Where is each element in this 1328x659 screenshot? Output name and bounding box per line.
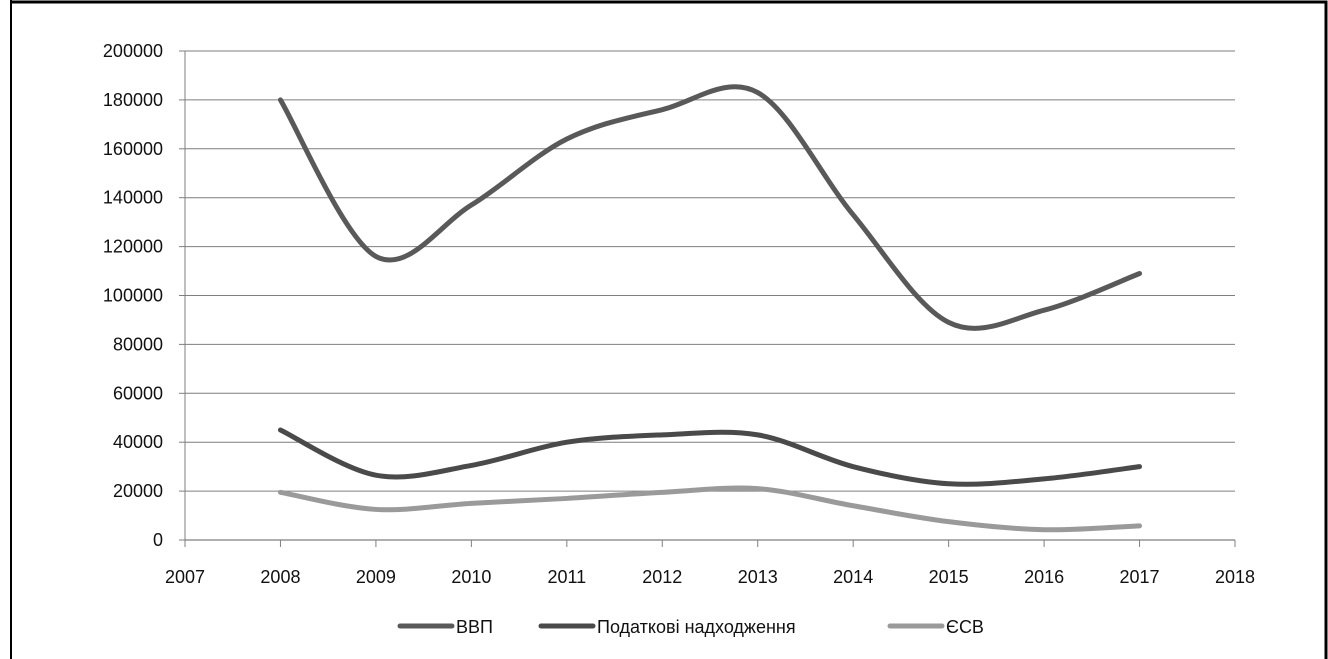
y-tick-label: 180000 — [103, 90, 163, 110]
x-tick-label: 2007 — [165, 567, 205, 587]
series-line-1 — [277, 84, 1143, 331]
x-tick-label: 2008 — [260, 567, 300, 587]
legend: ВВП Податкові надходження ЄСВ — [397, 617, 984, 637]
x-tick-label: 2013 — [738, 567, 778, 587]
x-tick-label: 2017 — [1120, 567, 1160, 587]
series-line-2 — [277, 427, 1143, 487]
legend-label-2: Податкові надходження — [597, 617, 796, 637]
x-tick-label: 2012 — [642, 567, 682, 587]
series-line-3 — [277, 485, 1143, 533]
x-tick-label: 2009 — [356, 567, 396, 587]
y-tick-label: 40000 — [113, 432, 163, 452]
y-tick-label: 60000 — [113, 383, 163, 403]
y-tick-labels: 0 20000 40000 60000 80000 100000 120000 140000 1… — [103, 41, 163, 550]
y-tick-label: 0 — [153, 530, 163, 550]
gridlines — [185, 50, 1235, 492]
y-tick-label: 100000 — [103, 286, 163, 306]
axes — [179, 50, 1236, 547]
x-tick-label: 2011 — [547, 567, 586, 587]
y-tick-label: 20000 — [113, 481, 163, 501]
x-tick-label: 2010 — [451, 567, 491, 587]
legend-label-3: ЄСВ — [946, 617, 984, 637]
legend-label-1: ВВП — [456, 617, 493, 637]
x-tick-label: 2018 — [1215, 567, 1255, 587]
y-tick-label: 80000 — [113, 334, 163, 354]
y-tick-label: 140000 — [103, 188, 163, 208]
x-tick-label: 2014 — [833, 567, 873, 587]
x-tick-label: 2016 — [1024, 567, 1064, 587]
y-tick-label: 160000 — [103, 139, 163, 159]
y-tick-label: 200000 — [103, 41, 163, 61]
x-tick-label: 2015 — [929, 567, 969, 587]
series-lines — [277, 84, 1143, 533]
y-tick-label: 120000 — [103, 237, 163, 257]
chart-border — [11, 0, 1328, 659]
x-tick-labels: 2007 2008 2009 2010 2011 2012 2013 2014 2015 2016… — [165, 567, 1255, 587]
